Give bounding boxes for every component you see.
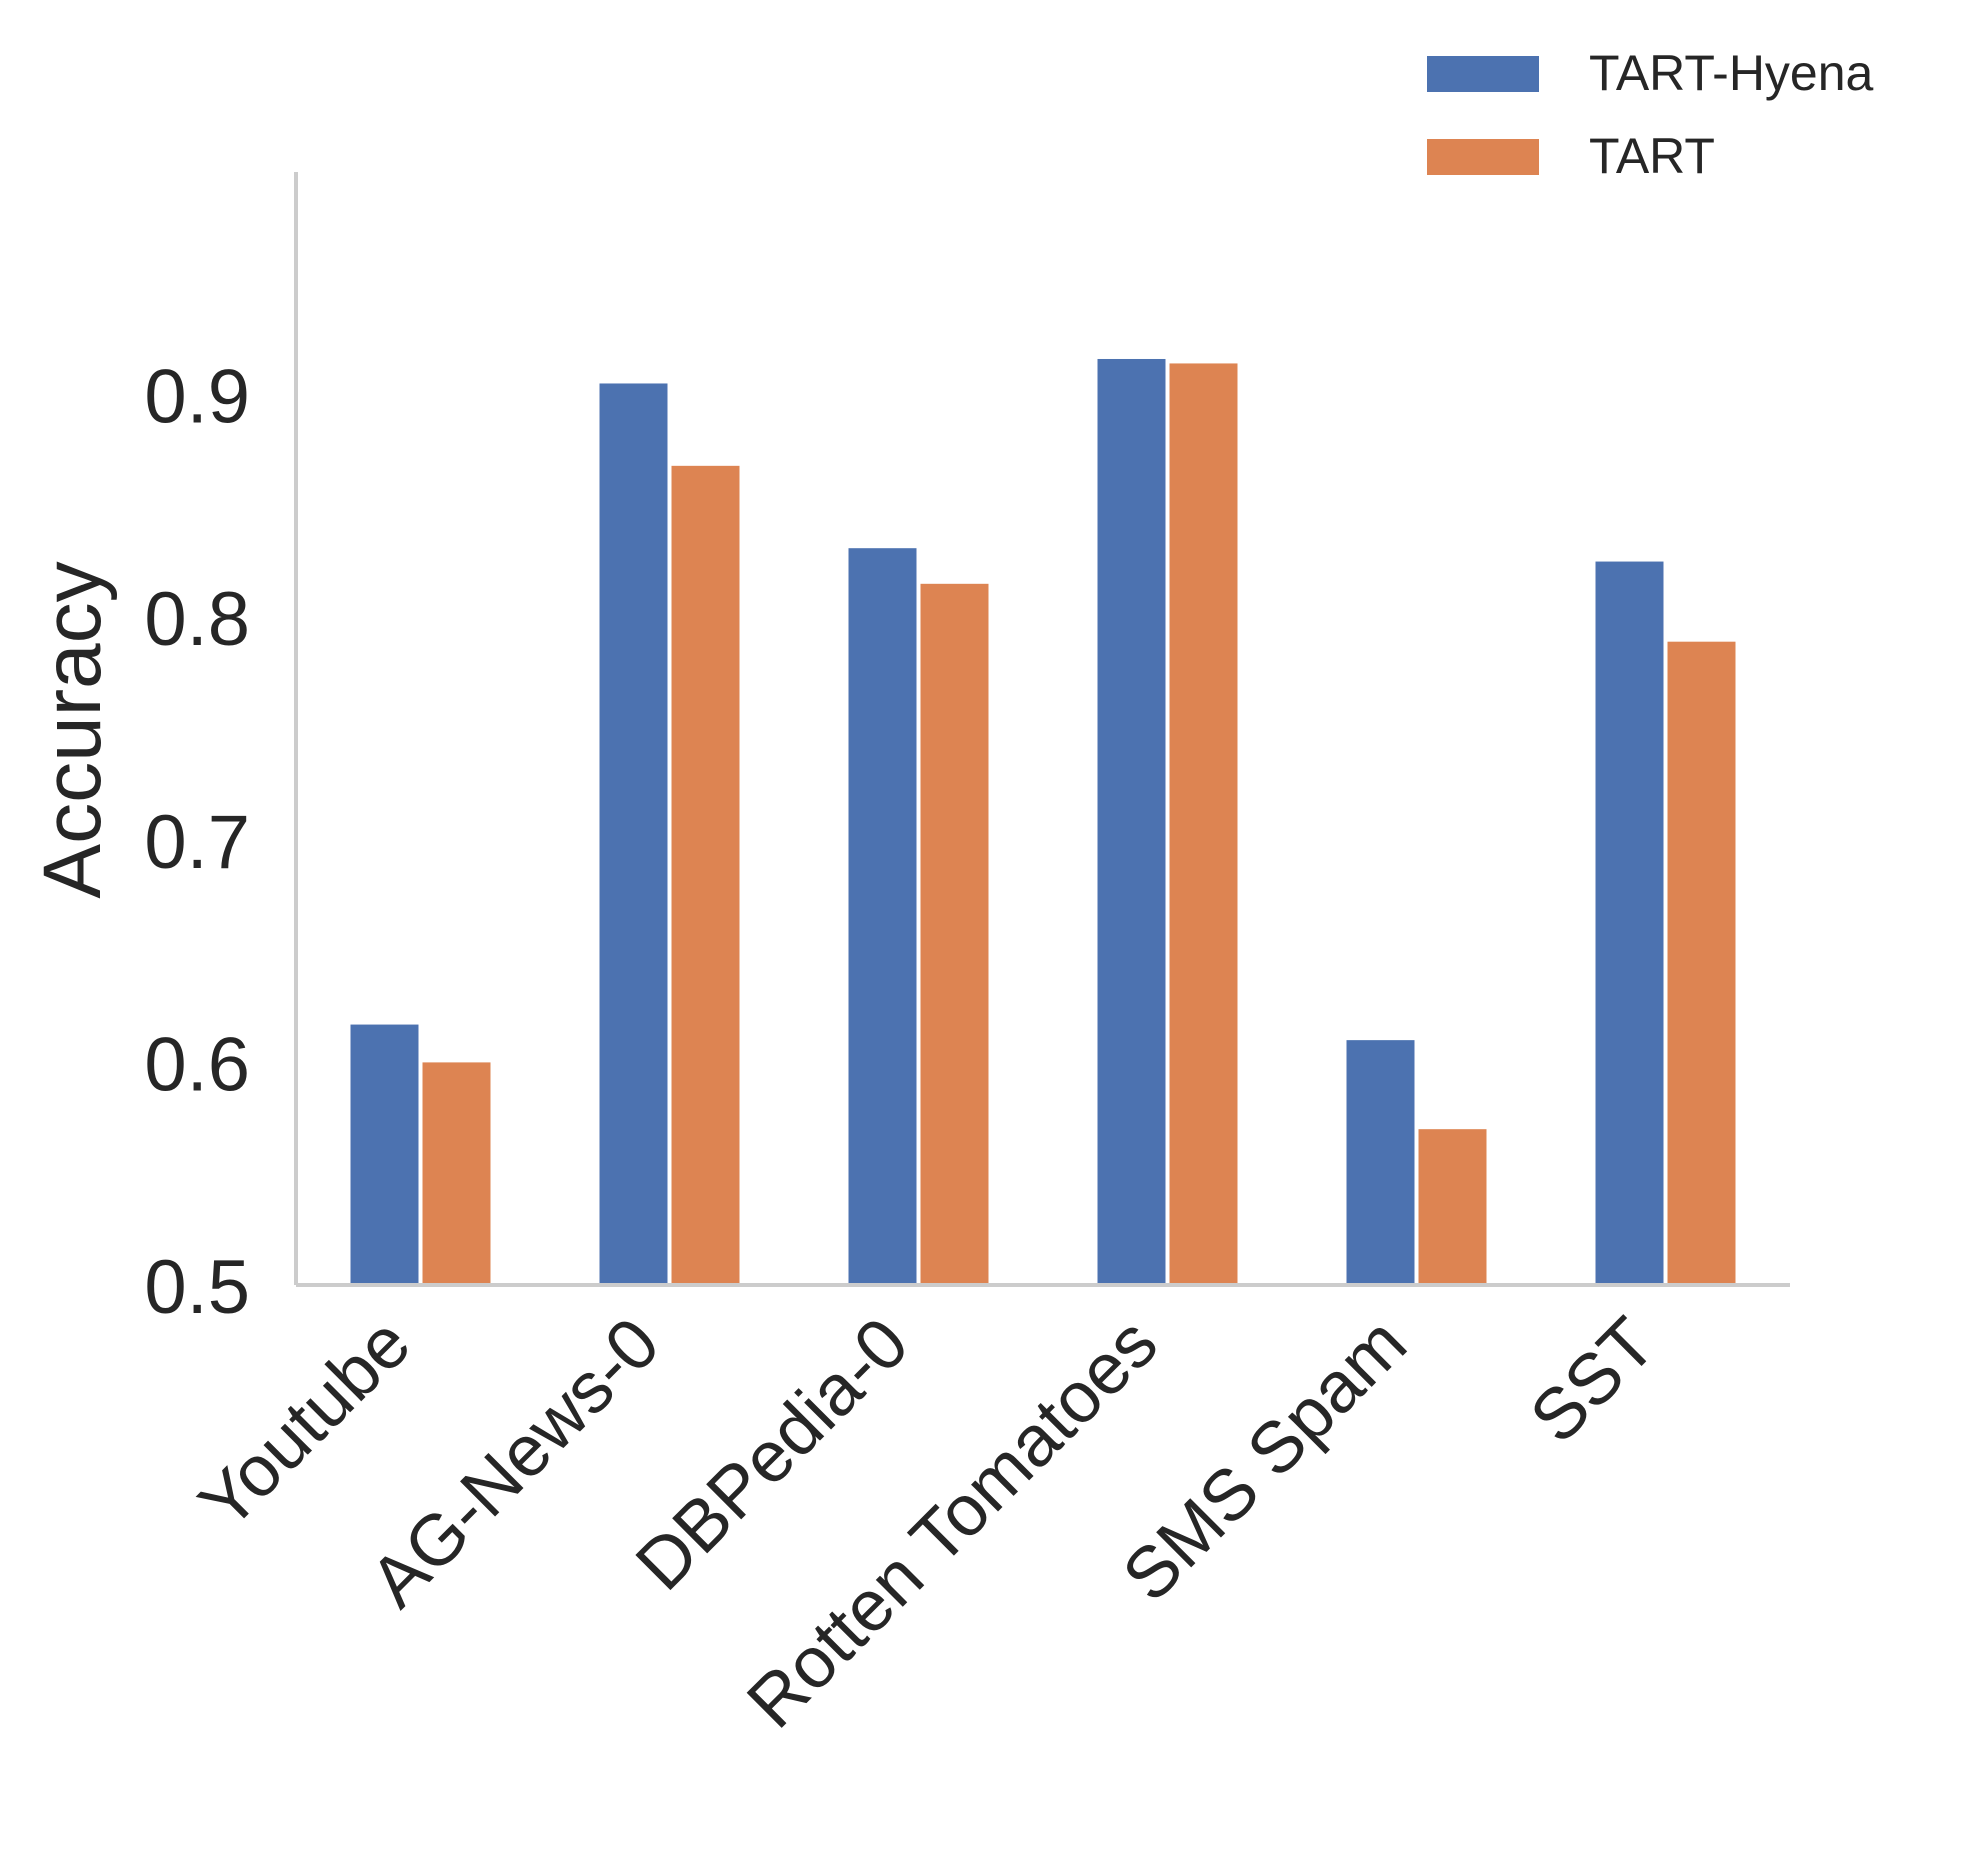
bar-tart-dbpedia-0 — [920, 583, 989, 1285]
legend-swatch-tart-hyena — [1427, 56, 1539, 92]
bar-tart-youtube — [422, 1062, 491, 1285]
legend: TART-Hyena TART — [1427, 45, 1874, 184]
y-tick-label: 0.8 — [144, 577, 250, 662]
y-tick-label: 0.9 — [144, 355, 250, 440]
bar-tart-sms-spam — [1418, 1129, 1487, 1285]
legend-label-tart-hyena: TART-Hyena — [1589, 45, 1874, 101]
y-tick-labels: 0.5 0.6 0.7 0.8 0.9 — [144, 355, 250, 1330]
y-axis-label: Accuracy — [27, 561, 118, 898]
y-tick-label: 0.6 — [144, 1022, 250, 1107]
bar-tart-hyena-sms-spam — [1346, 1040, 1415, 1285]
x-tick-label: Youtube — [184, 1303, 426, 1545]
bar-tart-hyena-dbpedia-0 — [848, 548, 917, 1285]
bar-tart-hyena-ag-news-0 — [599, 383, 668, 1286]
bar-tart-hyena-youtube — [350, 1024, 419, 1285]
x-tick-label: SST — [1515, 1303, 1671, 1459]
legend-swatch-tart — [1427, 139, 1539, 175]
x-tick-label: Rotten Tomatoes — [732, 1303, 1173, 1744]
bar-tart-ag-news-0 — [671, 465, 740, 1285]
legend-label-tart: TART — [1589, 128, 1715, 184]
bar-tart-hyena-rotten-tomatoes — [1097, 358, 1166, 1285]
bar-tart-rotten-tomatoes — [1169, 363, 1238, 1285]
bars-group — [350, 358, 1736, 1286]
y-tick-label: 0.5 — [144, 1245, 250, 1330]
bar-tart-hyena-sst — [1595, 561, 1664, 1285]
bar-tart-sst — [1667, 641, 1736, 1285]
y-tick-label: 0.7 — [144, 800, 250, 885]
